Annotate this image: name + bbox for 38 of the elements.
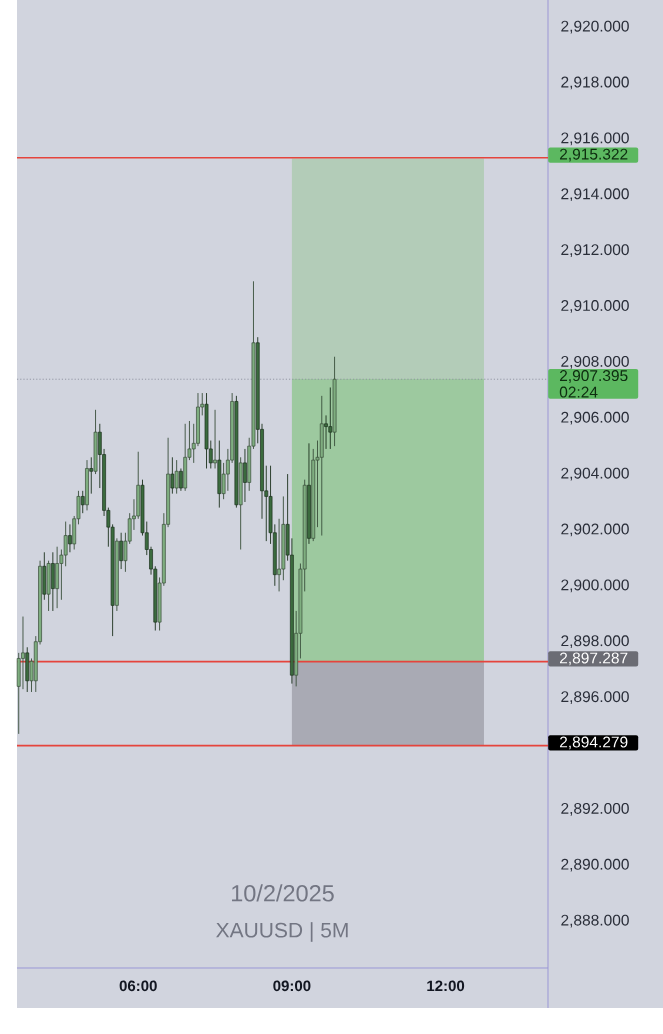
y-tick-label: 2,896.000 — [561, 691, 629, 704]
y-tick-label: 2,900.000 — [561, 579, 629, 593]
candlestick — [243, 448, 247, 503]
y-tick-label: 2,906.000 — [561, 411, 629, 425]
y-tick-label: 2,888.000 — [561, 914, 629, 928]
candlestick — [213, 409, 217, 469]
candlestick — [179, 468, 183, 492]
x-tick-label: 12:00 — [427, 980, 465, 992]
text: 10/2/2025 — [232, 884, 334, 902]
candlestick — [80, 490, 85, 514]
y-tick-label: 2,916.000 — [561, 132, 629, 146]
x-tick-label: 09:00 — [273, 980, 311, 992]
y-tick-label: 2,914.000 — [561, 188, 629, 202]
y-tick-label: 2,918.000 — [561, 76, 629, 90]
text: 02:24 — [559, 386, 598, 398]
candlestick — [324, 414, 328, 450]
y-tick-label: 2,912.000 — [561, 244, 629, 257]
ref-line-label: 2,894.279 — [559, 736, 628, 750]
y-tick-label: 2,910.000 — [561, 300, 629, 313]
y-tick-label: 2,890.000 — [561, 858, 629, 872]
candlestick — [119, 532, 124, 570]
ref-line-label: 2,915.322 — [559, 148, 628, 162]
candlestick — [328, 387, 333, 450]
y-tick-label: 2,920.000 — [561, 20, 629, 34]
y-tick-label: 2,898.000 — [561, 635, 629, 649]
text: XAUUSD | 5M — [216, 922, 348, 942]
y-tick-label: 2,908.000 — [561, 355, 629, 369]
y-tick-label: 2,902.000 — [561, 523, 629, 537]
y-tick-label: 2,892.000 — [561, 802, 629, 816]
ref-line-label: 2,897.287 — [559, 652, 628, 666]
ref-line-label: 2,907.395 — [559, 370, 628, 383]
x-tick-label: 06:00 — [119, 980, 157, 992]
candlestick — [170, 456, 175, 495]
candlestick — [21, 616, 25, 690]
candlestick — [68, 523, 72, 553]
candlestick — [174, 459, 179, 495]
y-tick-label: 2,904.000 — [561, 467, 629, 481]
candlestick — [89, 456, 94, 495]
